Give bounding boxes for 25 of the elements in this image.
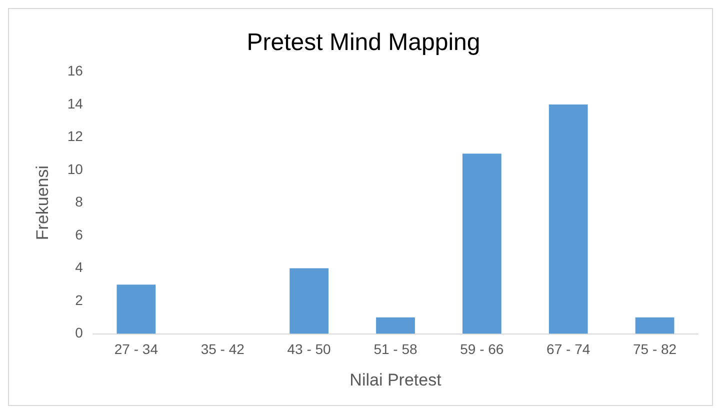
y-tick-label: 10: [67, 160, 84, 177]
y-tick-label: 16: [67, 62, 84, 79]
bar: [116, 284, 156, 334]
y-tick-label: 2: [75, 292, 84, 308]
x-tick-label: 67 - 74: [546, 341, 590, 358]
bar: [548, 104, 588, 334]
y-tick-label: 12: [67, 128, 84, 144]
x-tick-label: 43 - 50: [287, 341, 332, 358]
y-axis-title: Frekuensi: [32, 165, 52, 240]
x-tick-label: 75 - 82: [632, 341, 677, 358]
bar: [290, 268, 328, 334]
x-axis-title: Nilai Pretest: [350, 370, 442, 390]
x-tick-label: 27 - 34: [114, 341, 158, 358]
bar: [376, 317, 415, 334]
y-tick-label: 8: [75, 194, 84, 210]
y-tick-label: 4: [75, 259, 84, 276]
x-tick-label: 59 - 66: [460, 341, 504, 358]
x-tick-label: 35 - 42: [200, 341, 245, 358]
bar: [635, 317, 674, 334]
y-tick-label: 14: [67, 95, 84, 112]
y-tick-label: 6: [75, 226, 84, 242]
x-tick-label: 51 - 58: [374, 341, 418, 358]
chart-title: Pretest Mind Mapping: [246, 29, 480, 56]
bar: [462, 154, 502, 334]
y-tick-label: 0: [75, 324, 84, 341]
